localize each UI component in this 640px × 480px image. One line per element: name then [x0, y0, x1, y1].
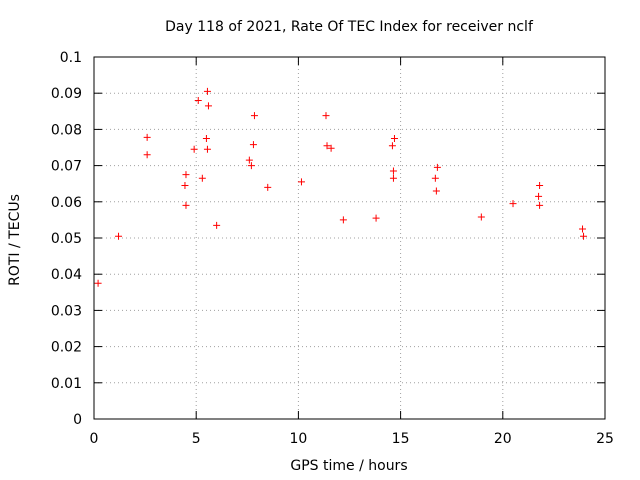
x-tick-label: 15 — [392, 431, 410, 447]
data-point — [213, 221, 221, 229]
data-point — [536, 182, 544, 190]
data-point — [297, 178, 305, 186]
data-point — [372, 214, 380, 222]
data-point — [115, 232, 123, 240]
data-point — [264, 183, 272, 191]
y-tick-label: 0.05 — [51, 231, 82, 247]
data-point — [182, 201, 190, 209]
y-tick-label: 0 — [73, 412, 82, 428]
data-point — [203, 87, 211, 95]
data-point — [322, 112, 330, 120]
axis-ticks — [93, 56, 606, 420]
x-tick-labels: 0 5 10 15 20 25 — [90, 431, 614, 447]
y-tick-label: 0.07 — [51, 159, 82, 175]
y-tick-label: 0.02 — [51, 340, 82, 356]
x-tick-label: 0 — [90, 431, 99, 447]
data-point — [535, 192, 543, 200]
y-tick-label: 0.06 — [51, 195, 82, 211]
data-point — [182, 171, 190, 179]
data-point — [477, 213, 485, 221]
y-axis-label: ROTI / TECUs — [7, 194, 23, 286]
y-tick-label: 0.01 — [51, 376, 82, 392]
data-point — [249, 141, 257, 149]
data-point — [433, 163, 441, 171]
y-tick-label: 0.08 — [51, 122, 82, 138]
data-point — [579, 225, 587, 233]
y-tick-label: 0.04 — [51, 267, 82, 283]
data-point — [198, 174, 206, 182]
chart-title: Day 118 of 2021, Rate Of TEC Index for r… — [165, 19, 534, 35]
data-point — [389, 167, 397, 175]
x-tick-label: 20 — [494, 431, 512, 447]
data-point — [389, 174, 397, 182]
y-tick-label: 0.09 — [51, 86, 82, 102]
data-point — [190, 145, 198, 153]
data-point — [327, 144, 335, 152]
data-point — [250, 112, 258, 120]
y-tick-label: 0.03 — [51, 303, 82, 319]
data-point — [204, 102, 212, 110]
data-point — [339, 216, 347, 224]
data-point — [143, 151, 151, 159]
data-point — [247, 162, 255, 170]
data-point — [536, 201, 544, 209]
data-point — [388, 142, 396, 150]
x-tick-label: 5 — [192, 431, 201, 447]
data-points — [94, 87, 588, 287]
data-point — [94, 279, 102, 287]
y-tick-label: 0.1 — [60, 50, 82, 66]
data-point — [194, 96, 202, 104]
data-point — [245, 156, 253, 164]
grid-lines — [94, 57, 605, 419]
data-point — [390, 134, 398, 142]
data-point — [580, 232, 588, 240]
data-point — [509, 200, 517, 208]
data-point — [432, 187, 440, 195]
data-point — [323, 142, 331, 150]
x-tick-label: 25 — [596, 431, 614, 447]
x-axis-label: GPS time / hours — [290, 458, 407, 474]
y-tick-labels: 0 0.01 0.02 0.03 0.04 0.05 0.06 0.07 0.08 0.09 0.1 — [51, 50, 82, 428]
data-point — [431, 174, 439, 182]
x-tick-label: 10 — [289, 431, 307, 447]
data-point — [202, 134, 210, 142]
data-point — [203, 145, 211, 153]
data-point — [143, 133, 151, 141]
data-point — [181, 182, 189, 190]
